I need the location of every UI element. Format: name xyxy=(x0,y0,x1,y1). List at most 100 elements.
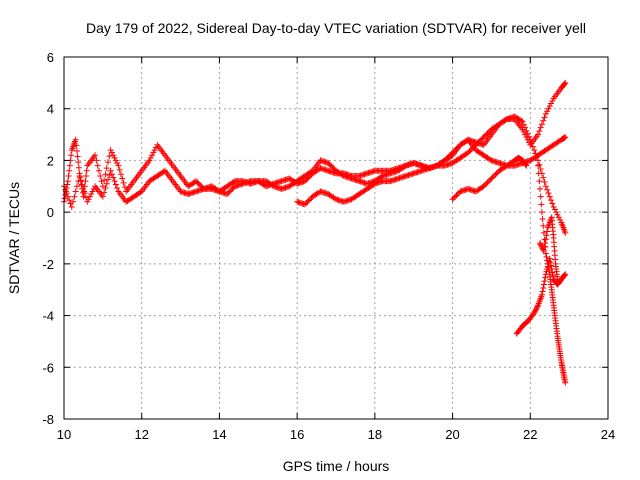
data-point xyxy=(453,192,460,199)
data-point xyxy=(70,198,77,205)
data-point xyxy=(546,103,553,110)
y-tick-label: -8 xyxy=(42,412,54,427)
data-point xyxy=(106,153,113,160)
data-point xyxy=(81,190,88,197)
data-point xyxy=(518,117,525,124)
data-point xyxy=(121,184,128,191)
data-point xyxy=(524,130,531,137)
data-point xyxy=(545,264,552,271)
data-point xyxy=(117,171,124,178)
data-point xyxy=(493,170,500,177)
data-point xyxy=(446,152,453,159)
data-point xyxy=(542,274,549,281)
axis-ticks xyxy=(63,56,609,420)
data-point xyxy=(483,131,490,138)
data-point xyxy=(532,307,539,314)
series-trace-c xyxy=(294,113,569,236)
data-point xyxy=(108,149,115,156)
data-point xyxy=(448,150,455,157)
data-point xyxy=(553,209,560,216)
data-point xyxy=(483,180,490,187)
data-point xyxy=(540,247,547,254)
data-point xyxy=(542,236,549,243)
data-point xyxy=(92,152,99,159)
data-point xyxy=(471,143,478,150)
data-point xyxy=(99,193,106,200)
data-point xyxy=(228,187,235,194)
y-tick-label: -2 xyxy=(42,257,54,272)
series-trace-e xyxy=(513,255,569,337)
data-point xyxy=(472,141,479,148)
data-point xyxy=(80,185,87,192)
data-point xyxy=(535,162,542,169)
data-point xyxy=(528,140,535,147)
data-point xyxy=(88,191,95,198)
data-point xyxy=(152,144,159,151)
data-point xyxy=(79,181,86,188)
data-point xyxy=(557,216,564,223)
data-point xyxy=(544,260,551,267)
data-point xyxy=(537,185,543,192)
data-point xyxy=(538,201,545,208)
data-point xyxy=(480,134,487,141)
data-point xyxy=(533,306,540,313)
x-tick-label: 22 xyxy=(523,427,537,442)
plot-frame xyxy=(63,56,609,420)
data-point xyxy=(540,246,547,253)
data-point xyxy=(550,203,557,210)
data-point xyxy=(106,172,113,179)
data-point xyxy=(225,189,232,196)
data-point xyxy=(562,229,569,236)
data-point xyxy=(522,124,529,131)
data-point xyxy=(454,144,461,151)
data-point xyxy=(562,271,569,278)
data-point xyxy=(541,244,548,251)
data-point xyxy=(229,185,236,192)
data-point xyxy=(520,121,527,128)
data-point xyxy=(466,148,473,155)
data-point xyxy=(326,161,333,168)
data-point xyxy=(82,178,89,185)
data-point xyxy=(86,193,93,200)
y-tick-label: 2 xyxy=(47,153,54,168)
data-point xyxy=(541,114,548,121)
data-point xyxy=(110,152,117,159)
data-point xyxy=(467,147,474,154)
data-point xyxy=(543,253,550,260)
data-point xyxy=(544,257,551,264)
data-point xyxy=(542,183,549,190)
data-point xyxy=(120,179,127,186)
x-tick-label: 16 xyxy=(290,427,304,442)
data-point xyxy=(137,189,144,196)
data-point xyxy=(475,139,482,146)
data-point xyxy=(540,284,547,291)
data-point xyxy=(151,147,158,154)
data-point xyxy=(226,188,233,195)
data-point xyxy=(307,196,314,203)
x-tick-label: 24 xyxy=(601,427,615,442)
data-point xyxy=(61,195,68,202)
data-point xyxy=(523,127,530,134)
data-point xyxy=(89,188,96,195)
y-tick-label: 6 xyxy=(47,50,54,65)
data-point xyxy=(542,240,549,247)
data-point xyxy=(485,128,492,135)
data-point xyxy=(98,178,105,185)
data-point xyxy=(535,170,542,177)
data-point xyxy=(114,185,121,192)
data-point xyxy=(487,156,494,163)
data-point xyxy=(487,176,494,183)
chart-title: Day 179 of 2022, Sidereal Day-to-day VTE… xyxy=(86,20,586,36)
data-point xyxy=(149,152,156,159)
x-tick-label: 20 xyxy=(445,427,459,442)
data-point xyxy=(449,196,456,203)
data-point xyxy=(540,117,547,124)
data-point xyxy=(197,181,203,188)
data-point xyxy=(111,154,118,161)
data-point xyxy=(305,197,312,204)
data-point xyxy=(533,304,540,311)
data-point xyxy=(545,105,552,112)
data-point xyxy=(339,172,346,179)
data-point xyxy=(301,178,308,185)
